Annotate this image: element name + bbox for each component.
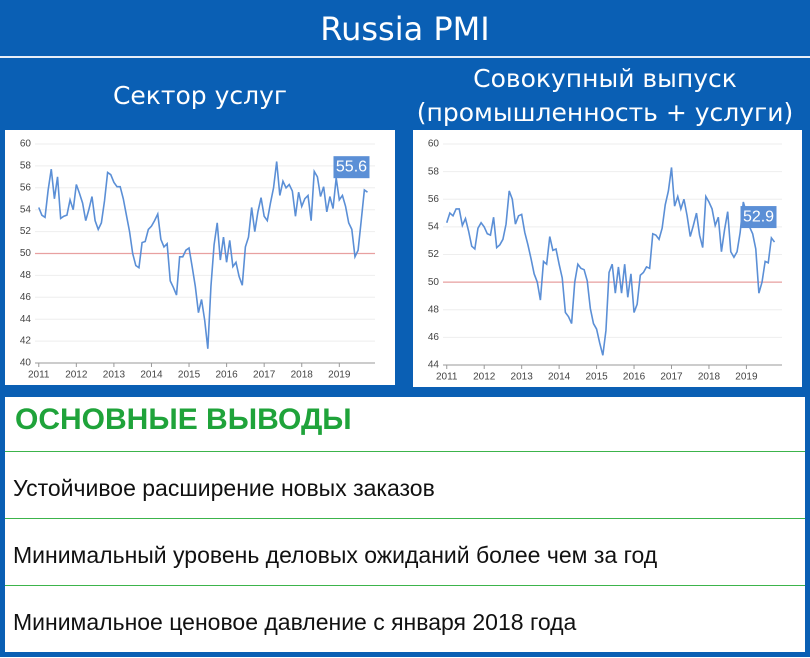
value-label: 52.9 xyxy=(743,208,774,225)
x-tick-label: 2013 xyxy=(103,370,126,381)
x-tick-label: 2011 xyxy=(436,372,458,383)
x-tick-label: 2017 xyxy=(660,372,683,383)
x-tick-label: 2018 xyxy=(698,372,721,383)
x-tick-label: 2014 xyxy=(140,370,163,381)
y-tick-label: 56 xyxy=(428,194,440,205)
x-tick-label: 2012 xyxy=(65,370,88,381)
y-tick-label: 58 xyxy=(20,161,32,172)
conclusions-title: ОСНОВНЫЕ ВЫВОДЫ xyxy=(15,403,352,436)
value-label-box xyxy=(740,206,777,229)
x-tick-label: 2015 xyxy=(178,370,201,381)
y-tick-label: 54 xyxy=(428,222,440,233)
y-tick-label: 54 xyxy=(20,204,32,215)
chart-title: Совокупный выпуск (промышленность + услу… xyxy=(416,64,794,127)
x-tick-label: 2013 xyxy=(511,372,534,383)
charts: 40 42 44 46 48 50 52 54 56 58 60 2011 2012 2013 2014 20… xyxy=(5,130,802,387)
y-tick-label: 46 xyxy=(20,292,32,303)
conclusion-item: Минимальный уровень деловых ожиданий бол… xyxy=(5,518,805,585)
y-tick-label: 40 xyxy=(20,358,32,369)
x-tick-label: 2012 xyxy=(473,372,496,383)
y-tick-label: 48 xyxy=(428,304,440,315)
x-tick-label: 2011 xyxy=(28,370,50,381)
y-tick-label: 60 xyxy=(428,139,440,150)
y-tick-label: 48 xyxy=(20,270,32,281)
y-tick-label: 46 xyxy=(428,332,440,343)
y-tick-label: 52 xyxy=(428,249,440,260)
y-tick-label: 50 xyxy=(428,277,440,288)
y-tick-label: 58 xyxy=(428,166,440,177)
y-tick-label: 56 xyxy=(20,182,32,193)
y-tick-label: 44 xyxy=(20,314,32,325)
y-tick-label: 52 xyxy=(20,226,32,237)
y-tick-label: 42 xyxy=(20,336,32,347)
x-tick-label: 2014 xyxy=(548,372,571,383)
conclusion-item: Минимальное ценовое давление с января 20… xyxy=(5,585,805,652)
value-label-box xyxy=(333,156,370,179)
page-title: Russia PMI xyxy=(0,0,810,58)
conclusion-item: Устойчивое расширение новых заказов xyxy=(5,451,805,518)
plot-panel xyxy=(413,130,802,387)
line-series xyxy=(445,167,776,356)
conclusions-panel: ОСНОВНЫЕ ВЫВОДЫ Устойчивое расширение но… xyxy=(5,397,805,652)
x-tick-label: 2015 xyxy=(585,372,608,383)
x-tick-label: 2017 xyxy=(253,370,276,381)
y-tick-label: 60 xyxy=(20,139,32,150)
chart-title: Сектор услуг xyxy=(112,81,288,110)
x-tick-label: 2016 xyxy=(215,370,238,381)
line-series xyxy=(38,161,368,349)
x-tick-label: 2019 xyxy=(735,372,758,383)
y-tick-label: 44 xyxy=(428,360,440,371)
y-tick-label: 50 xyxy=(20,248,32,259)
plot-panel xyxy=(5,130,395,385)
value-label: 55.6 xyxy=(336,158,367,175)
x-tick-label: 2019 xyxy=(328,370,351,381)
x-tick-label: 2018 xyxy=(291,370,314,381)
x-tick-label: 2016 xyxy=(623,372,646,383)
